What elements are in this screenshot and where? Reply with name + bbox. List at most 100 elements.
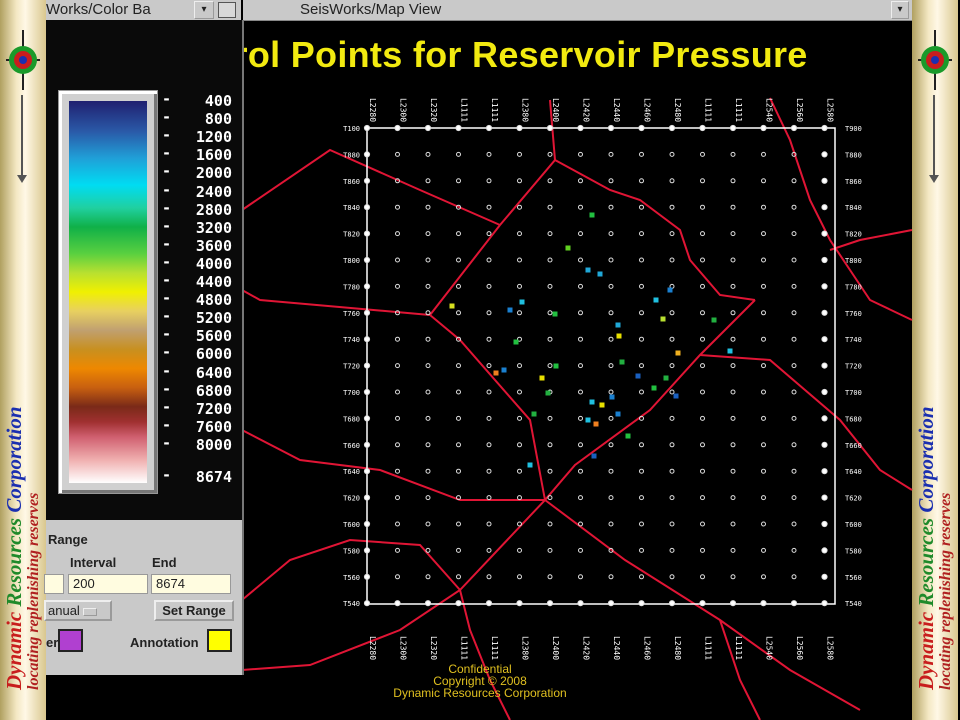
window-maximize-button[interactable] [218, 2, 236, 18]
grid-node [821, 388, 828, 396]
grid-node [669, 495, 675, 501]
control-point[interactable] [519, 299, 525, 305]
control-point[interactable] [663, 375, 669, 381]
control-point[interactable] [545, 390, 551, 396]
control-point[interactable] [589, 399, 595, 405]
color-scale-label: -6800 [162, 379, 232, 400]
grid-node [547, 231, 553, 237]
grid-node [425, 547, 431, 553]
grid-node [486, 257, 492, 263]
control-point[interactable] [616, 333, 622, 339]
control-point[interactable] [585, 267, 591, 273]
grid-node [577, 124, 584, 132]
control-point[interactable] [653, 297, 659, 303]
control-point[interactable] [591, 453, 597, 459]
survey-grid [363, 124, 828, 607]
grid-node [517, 389, 522, 395]
control-point[interactable] [711, 317, 717, 323]
grid-node [700, 574, 705, 580]
grid-node [455, 124, 462, 132]
mapview-window-titlebar[interactable]: SeisWorks/Map View ▾ [243, 0, 912, 21]
grid-node [578, 257, 583, 263]
control-point[interactable] [501, 367, 507, 373]
colorbar-panel: -400-800-1200-1600-2000-2400-2800-3200-3… [44, 20, 244, 675]
control-point[interactable] [593, 421, 599, 427]
grid-node [669, 363, 675, 369]
grid-node [821, 547, 828, 554]
grid-node [425, 468, 431, 474]
control-point[interactable] [589, 212, 595, 218]
control-point[interactable] [675, 350, 681, 356]
grid-node [761, 283, 766, 289]
control-point[interactable] [635, 373, 641, 379]
row-label-right: T600 [845, 521, 862, 529]
interval-field[interactable]: 200 [68, 574, 148, 594]
control-point[interactable] [527, 462, 533, 468]
grid-node [578, 204, 583, 210]
grid-node [485, 600, 493, 607]
control-point[interactable] [673, 393, 679, 399]
grid-node [578, 231, 583, 237]
grid-node [456, 415, 461, 421]
annotation-label: Annotation [130, 635, 199, 650]
color-scale-label: -5600 [162, 325, 232, 346]
grid-node [700, 336, 705, 342]
grid-node [517, 336, 522, 342]
color-label: er [46, 635, 59, 650]
control-point[interactable] [552, 311, 558, 317]
control-point[interactable] [599, 402, 605, 408]
control-point[interactable] [660, 316, 666, 322]
grid-node [669, 310, 675, 316]
grid-node [456, 178, 461, 184]
grid-node [363, 309, 371, 316]
control-point[interactable] [651, 385, 657, 391]
company-notice: Dynamic Resources Corporation [393, 686, 567, 700]
control-point[interactable] [493, 370, 499, 376]
control-point[interactable] [565, 245, 571, 251]
control-point[interactable] [615, 322, 621, 328]
control-point[interactable] [619, 359, 625, 365]
control-point[interactable] [553, 363, 559, 369]
row-label-right: T620 [845, 495, 862, 503]
end-field[interactable]: 8674 [151, 574, 231, 594]
color-swatch-button[interactable] [58, 629, 83, 652]
control-point[interactable] [609, 394, 615, 400]
grid-node [669, 151, 675, 157]
control-point[interactable] [507, 307, 513, 313]
grid-node [456, 204, 461, 210]
grid-node [394, 124, 401, 132]
control-point[interactable] [667, 287, 673, 293]
grid-node [700, 310, 705, 316]
control-point[interactable] [625, 433, 631, 439]
company-logo-icon [918, 30, 952, 90]
window-menu-button[interactable]: ▾ [891, 1, 909, 19]
column-label-bottom: L2460 [643, 636, 652, 660]
start-field[interactable] [44, 574, 64, 594]
control-point[interactable] [585, 417, 591, 423]
grid-node [547, 415, 553, 421]
column-label-bottom: L1111 [704, 636, 713, 660]
control-point[interactable] [513, 339, 519, 345]
window-menu-button[interactable]: ▾ [194, 1, 214, 19]
control-points [449, 212, 733, 468]
control-point[interactable] [531, 411, 537, 417]
grid-node [456, 442, 461, 448]
control-point[interactable] [539, 375, 545, 381]
control-point[interactable] [727, 348, 733, 354]
annotation-swatch-button[interactable] [207, 629, 232, 652]
control-point[interactable] [615, 411, 621, 417]
grid-node [730, 178, 736, 184]
grid-node [485, 124, 493, 132]
grid-node [363, 520, 371, 528]
grid-node [700, 283, 705, 289]
grid-node [578, 389, 583, 395]
grid-node [821, 468, 828, 475]
range-mode-dropdown[interactable]: anual [44, 600, 112, 621]
grid-node [761, 204, 766, 210]
control-point[interactable] [597, 271, 603, 277]
color-scale-label: -800 [162, 108, 232, 129]
control-point[interactable] [449, 303, 455, 309]
set-range-button[interactable]: Set Range [154, 600, 234, 621]
grid-node [669, 231, 675, 237]
